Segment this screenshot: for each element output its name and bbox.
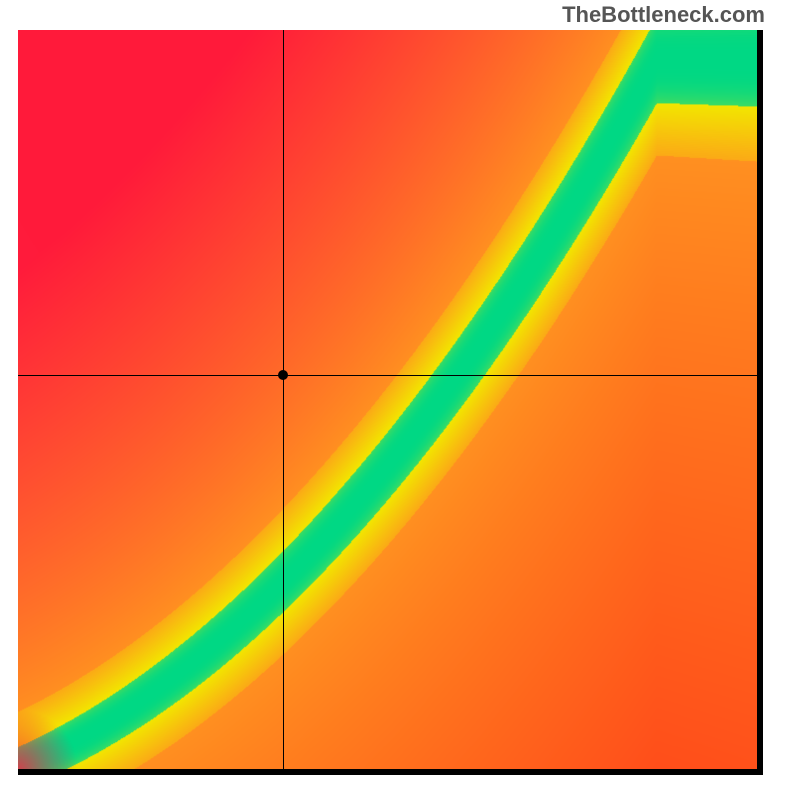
watermark-text: TheBottleneck.com bbox=[562, 2, 765, 28]
plot-area bbox=[18, 30, 763, 775]
crosshair-horizontal bbox=[18, 375, 757, 376]
chart-container: TheBottleneck.com bbox=[0, 0, 800, 800]
bottleneck-heatmap bbox=[18, 30, 757, 769]
crosshair-marker bbox=[278, 370, 288, 380]
crosshair-vertical bbox=[283, 30, 284, 769]
